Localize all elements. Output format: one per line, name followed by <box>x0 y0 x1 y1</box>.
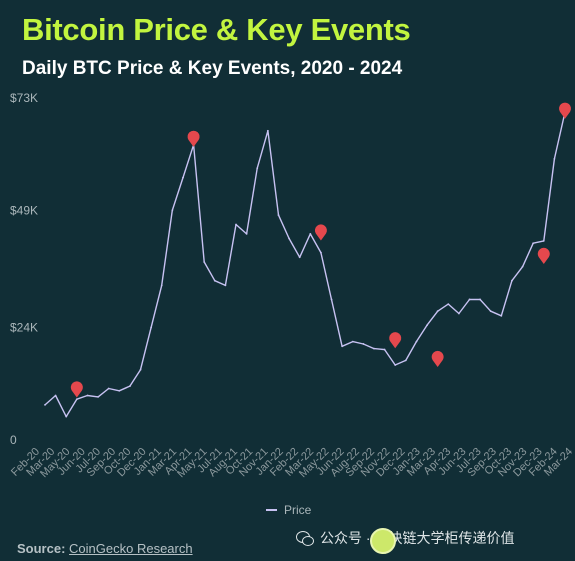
key-event-marker[interactable] <box>431 350 444 368</box>
key-event-marker[interactable] <box>314 224 327 241</box>
price-point <box>107 387 110 390</box>
price-point <box>521 265 524 268</box>
y-tick-label: $24K <box>10 321 38 335</box>
price-series <box>44 111 566 418</box>
price-point <box>468 298 471 301</box>
price-point <box>160 284 163 287</box>
wechat-icon <box>296 530 314 546</box>
price-point <box>128 385 131 388</box>
price-point <box>75 398 78 401</box>
price-point <box>44 403 46 406</box>
y-tick-label: 0 <box>10 433 17 447</box>
price-point <box>500 314 503 317</box>
watermark: 公众号 · 区块链大学柜传递价值 <box>296 528 514 548</box>
price-point <box>256 167 259 170</box>
price-point <box>86 394 89 397</box>
chart-subtitle: Daily BTC Price & Key Events, 2020 - 202… <box>22 58 403 79</box>
price-point <box>320 251 322 254</box>
y-tick-label: $49K <box>10 203 38 217</box>
price-point <box>277 214 280 217</box>
source-note: Source: CoinGecko Research <box>17 541 193 556</box>
legend: Price <box>266 503 311 517</box>
price-point <box>330 298 333 301</box>
lime-fruit-icon <box>370 528 396 554</box>
legend-label: Price <box>284 503 312 517</box>
price-point <box>383 348 386 351</box>
price-point <box>224 284 227 287</box>
price-point <box>532 242 535 245</box>
price-point <box>341 345 344 348</box>
price-point <box>553 158 556 160</box>
price-point <box>139 368 142 371</box>
event-markers <box>70 102 572 398</box>
price-point <box>447 303 450 306</box>
source-label: Source: <box>17 541 66 556</box>
price-point <box>298 256 301 259</box>
y-tick-label: $73K <box>10 91 38 105</box>
price-point <box>542 239 545 242</box>
y-axis-ticks: 0 $24K $49K $73K <box>10 91 38 447</box>
price-point <box>309 232 312 235</box>
price-point <box>426 324 428 327</box>
price-point <box>65 415 68 418</box>
price-point <box>511 279 513 282</box>
price-point <box>479 298 482 301</box>
price-point <box>245 232 248 235</box>
price-point <box>266 129 269 132</box>
x-axis-ticks: Feb-20Mar-20May-20Jun-20Jul-20Sep-20Oct-… <box>9 446 575 480</box>
price-point <box>373 347 375 350</box>
key-event-marker[interactable] <box>70 381 83 398</box>
price-point <box>54 394 57 397</box>
price-point <box>213 279 216 282</box>
price-point <box>118 389 121 392</box>
price-point <box>404 359 407 362</box>
price-point <box>489 310 492 313</box>
key-event-marker[interactable] <box>559 102 572 119</box>
price-point <box>182 176 184 179</box>
price-point <box>436 310 439 313</box>
price-point <box>362 343 365 345</box>
price-point <box>235 223 237 226</box>
source-link[interactable]: CoinGecko Research <box>69 541 193 556</box>
price-point <box>351 340 354 343</box>
key-event-marker[interactable] <box>389 332 402 349</box>
key-event-marker[interactable] <box>537 247 550 264</box>
price-point <box>203 261 206 263</box>
legend-swatch <box>266 509 277 511</box>
chart-title: Bitcoin Price & Key Events <box>22 12 411 47</box>
price-point <box>171 209 174 212</box>
price-point <box>394 364 397 366</box>
price-point <box>288 237 290 240</box>
price-point <box>415 340 418 343</box>
price-point <box>150 326 153 329</box>
price-point <box>457 312 460 315</box>
price-line <box>44 111 566 418</box>
key-event-marker[interactable] <box>187 130 200 147</box>
watermark-text: 公众号 · 区块链大学柜传递价值 <box>320 530 515 546</box>
price-point <box>97 395 99 398</box>
